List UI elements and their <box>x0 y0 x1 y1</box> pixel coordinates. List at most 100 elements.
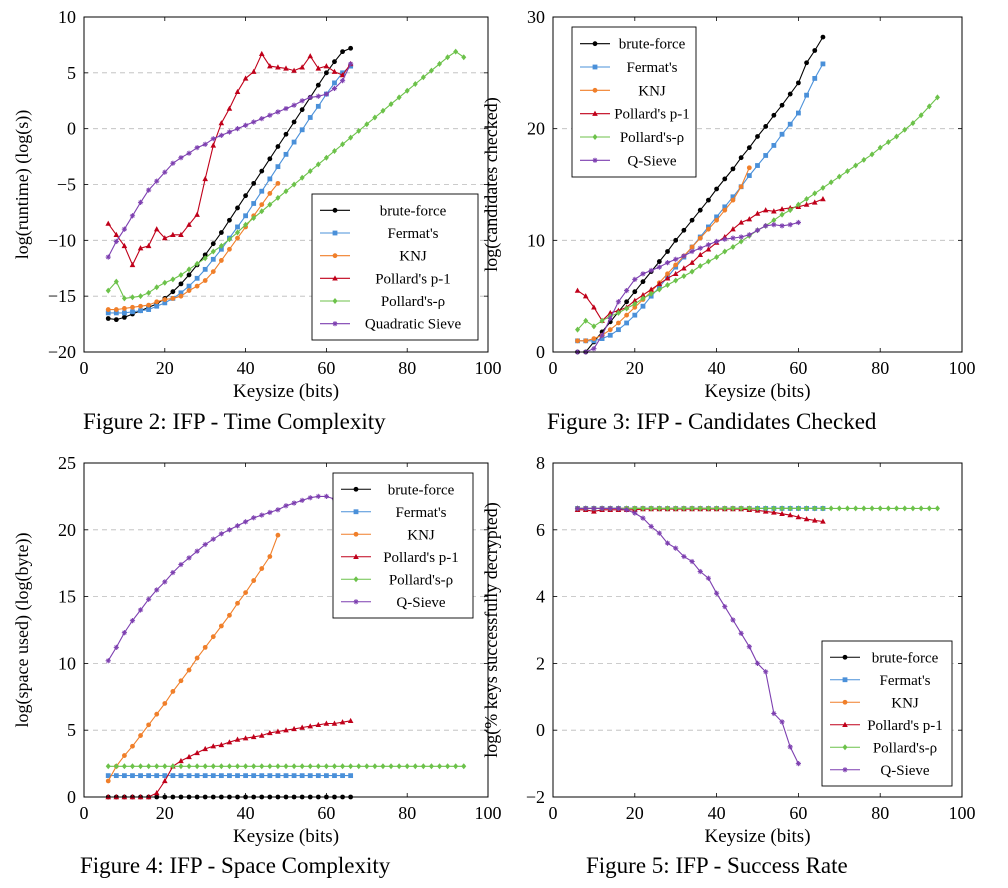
data-point <box>146 722 152 728</box>
legend-label: Pollard's p-1 <box>383 550 459 566</box>
legend-marker <box>353 553 359 559</box>
data-point <box>828 505 834 512</box>
data-point <box>299 763 305 770</box>
caption-figure-5-text: IFP - Success Rate <box>675 853 848 878</box>
data-point <box>267 554 273 559</box>
caption-figure-4-text: IFP - Space Complexity <box>169 853 391 878</box>
data-point <box>307 773 313 779</box>
x-tick-label: 40 <box>708 358 726 378</box>
data-point <box>664 540 671 546</box>
data-point <box>154 299 160 305</box>
data-point <box>820 196 826 202</box>
legend-marker <box>353 531 359 537</box>
data-point <box>315 721 322 728</box>
x-tick-label: 40 <box>708 803 726 823</box>
data-point <box>420 763 426 770</box>
data-point <box>105 763 111 770</box>
data-point <box>162 773 168 779</box>
data-point <box>771 208 777 214</box>
data-point <box>599 505 605 512</box>
legend-marker <box>332 275 338 281</box>
data-point <box>722 236 728 242</box>
data-point <box>836 505 842 512</box>
plot-frame <box>552 16 963 353</box>
data-point <box>697 251 704 258</box>
data-point <box>910 505 916 512</box>
legend-label: brute-force <box>380 203 447 219</box>
y-tick-label: 0 <box>536 720 545 740</box>
legend-box <box>311 193 479 341</box>
data-point <box>632 505 638 512</box>
data-point <box>307 94 313 100</box>
legend-marker <box>592 64 598 70</box>
data-point <box>396 94 402 101</box>
data-point <box>632 276 638 283</box>
data-point <box>885 139 891 146</box>
data-point <box>820 34 826 40</box>
data-point <box>226 527 233 533</box>
legend-label: KNJ <box>407 527 435 543</box>
data-point <box>162 701 168 706</box>
data-point <box>705 246 712 252</box>
data-point <box>812 505 818 512</box>
data-point <box>218 230 224 235</box>
data-point <box>754 227 761 233</box>
data-point <box>299 497 305 504</box>
data-point <box>796 80 801 86</box>
data-point <box>861 505 867 512</box>
data-point <box>105 658 111 664</box>
legend-marker <box>332 321 338 327</box>
data-point <box>226 763 232 770</box>
data-point <box>722 248 728 255</box>
data-point <box>186 773 192 779</box>
data-point <box>242 735 249 741</box>
data-point <box>746 505 752 512</box>
data-point <box>331 763 337 770</box>
x-tick-label: 60 <box>317 358 335 378</box>
data-point <box>130 773 135 779</box>
data-point <box>283 763 289 770</box>
data-point <box>146 289 152 296</box>
data-point <box>307 723 314 729</box>
data-point <box>812 48 818 53</box>
data-point <box>722 207 728 213</box>
data-point <box>372 114 378 121</box>
data-point <box>607 315 613 322</box>
data-point <box>178 281 184 287</box>
data-point <box>146 763 152 770</box>
legend: brute-force Fermat's KNJ Pollard's p-1 Polla… <box>571 26 697 178</box>
legend-marker <box>842 721 848 727</box>
data-point <box>754 660 761 666</box>
data-point <box>210 634 216 640</box>
data-point <box>178 561 184 568</box>
data-point <box>130 743 135 749</box>
data-point <box>779 131 785 137</box>
y-tick-label: 10 <box>58 7 76 27</box>
data-point <box>771 509 777 515</box>
legend-label: KNJ <box>891 695 919 711</box>
data-point <box>275 144 281 149</box>
legend-item-knj: KNJ <box>830 695 919 711</box>
data-point <box>243 122 249 128</box>
series-knj <box>105 180 281 312</box>
data-point <box>746 232 752 238</box>
data-point <box>795 201 801 208</box>
data-point <box>186 150 192 156</box>
legend-marker <box>332 253 338 259</box>
data-point <box>267 112 273 118</box>
data-point <box>283 727 289 733</box>
data-point <box>307 168 313 175</box>
legend-label: Fermat's <box>879 673 930 689</box>
data-point <box>746 165 752 171</box>
data-point <box>162 579 168 585</box>
x-tick-label: 100 <box>949 358 976 378</box>
data-point <box>162 169 168 175</box>
data-point <box>689 217 695 223</box>
data-point <box>869 151 875 158</box>
data-point <box>283 503 289 509</box>
legend-marker <box>592 134 598 140</box>
data-point <box>828 179 834 186</box>
data-point <box>348 61 354 67</box>
legend: brute-force Fermat's KNJ Pollard's p-1 Polla… <box>332 472 474 619</box>
y-tick-label: −2 <box>526 787 545 807</box>
